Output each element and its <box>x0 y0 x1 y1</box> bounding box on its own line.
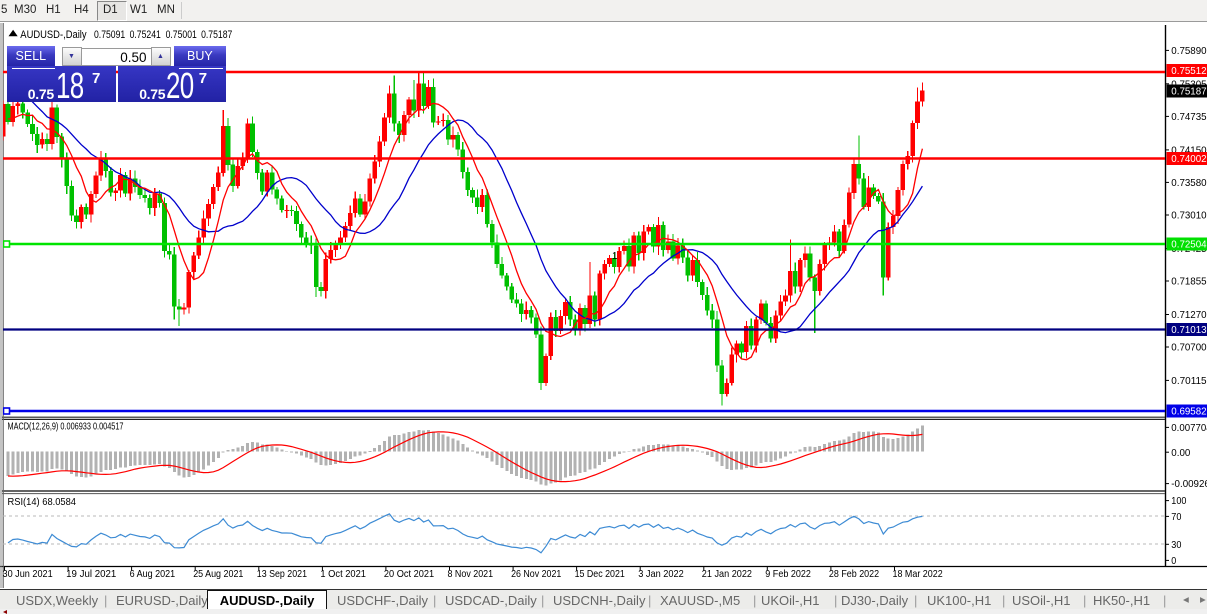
svg-text:30: 30 <box>1171 539 1181 551</box>
svg-text:AUDUSD-,Daily: AUDUSD-,Daily <box>20 29 87 41</box>
svg-text:0.75512: 0.75512 <box>1171 65 1206 77</box>
svg-text:18 Mar 2022: 18 Mar 2022 <box>893 568 943 580</box>
svg-text:MACD(12,26,9) 0.006933 0.00451: MACD(12,26,9) 0.006933 0.004517 <box>8 421 124 433</box>
svg-text:0.74002: 0.74002 <box>1171 153 1206 165</box>
svg-text:RSI(14) 68.0584: RSI(14) 68.0584 <box>8 496 77 508</box>
svg-text:0.72504: 0.72504 <box>1171 239 1206 251</box>
svg-text:19 Jul 2021: 19 Jul 2021 <box>66 568 116 580</box>
svg-text:0.75001: 0.75001 <box>166 29 197 41</box>
svg-text:0.71013: 0.71013 <box>1171 324 1206 336</box>
svg-text:30 Jun 2021: 30 Jun 2021 <box>3 568 53 580</box>
svg-text:26 Nov 2021: 26 Nov 2021 <box>511 568 561 580</box>
svg-text:0.70700: 0.70700 <box>1171 342 1206 354</box>
svg-text:6 Aug 2021: 6 Aug 2021 <box>130 568 176 580</box>
svg-text:0.69582: 0.69582 <box>1171 406 1206 418</box>
svg-text:1 Oct 2021: 1 Oct 2021 <box>320 568 366 580</box>
svg-text:0.71855: 0.71855 <box>1171 276 1206 288</box>
svg-text:100: 100 <box>1171 495 1186 507</box>
svg-text:70: 70 <box>1171 511 1181 523</box>
svg-text:0.007704: 0.007704 <box>1171 422 1207 434</box>
svg-text:28 Feb 2022: 28 Feb 2022 <box>829 568 879 580</box>
svg-text:0.74735: 0.74735 <box>1171 111 1206 123</box>
svg-text:0.73580: 0.73580 <box>1171 177 1206 189</box>
svg-text:9 Feb 2022: 9 Feb 2022 <box>765 568 811 580</box>
svg-text:0: 0 <box>1171 555 1176 567</box>
svg-text:0.75091: 0.75091 <box>94 29 125 41</box>
svg-text:25 Aug 2021: 25 Aug 2021 <box>193 568 243 580</box>
svg-text:3 Jan 2022: 3 Jan 2022 <box>638 568 684 580</box>
svg-text:0.71270: 0.71270 <box>1171 309 1206 321</box>
svg-text:0.75890: 0.75890 <box>1171 45 1206 57</box>
svg-text:0.73010: 0.73010 <box>1171 210 1206 222</box>
svg-text:21 Jan 2022: 21 Jan 2022 <box>702 568 752 580</box>
svg-text:-0.009261: -0.009261 <box>1171 478 1207 490</box>
svg-text:15 Dec 2021: 15 Dec 2021 <box>575 568 625 580</box>
svg-text:0.00: 0.00 <box>1171 447 1190 459</box>
svg-text:13 Sep 2021: 13 Sep 2021 <box>257 568 307 580</box>
svg-text:1: 1 <box>612 251 618 262</box>
svg-text:8 Nov 2021: 8 Nov 2021 <box>448 568 494 580</box>
svg-text:0.70115: 0.70115 <box>1171 375 1206 387</box>
svg-text:0.75241: 0.75241 <box>130 29 161 41</box>
svg-text:0.75187: 0.75187 <box>201 29 232 41</box>
svg-text:0.75187: 0.75187 <box>1171 86 1206 98</box>
svg-text:20 Oct 2021: 20 Oct 2021 <box>384 568 434 580</box>
